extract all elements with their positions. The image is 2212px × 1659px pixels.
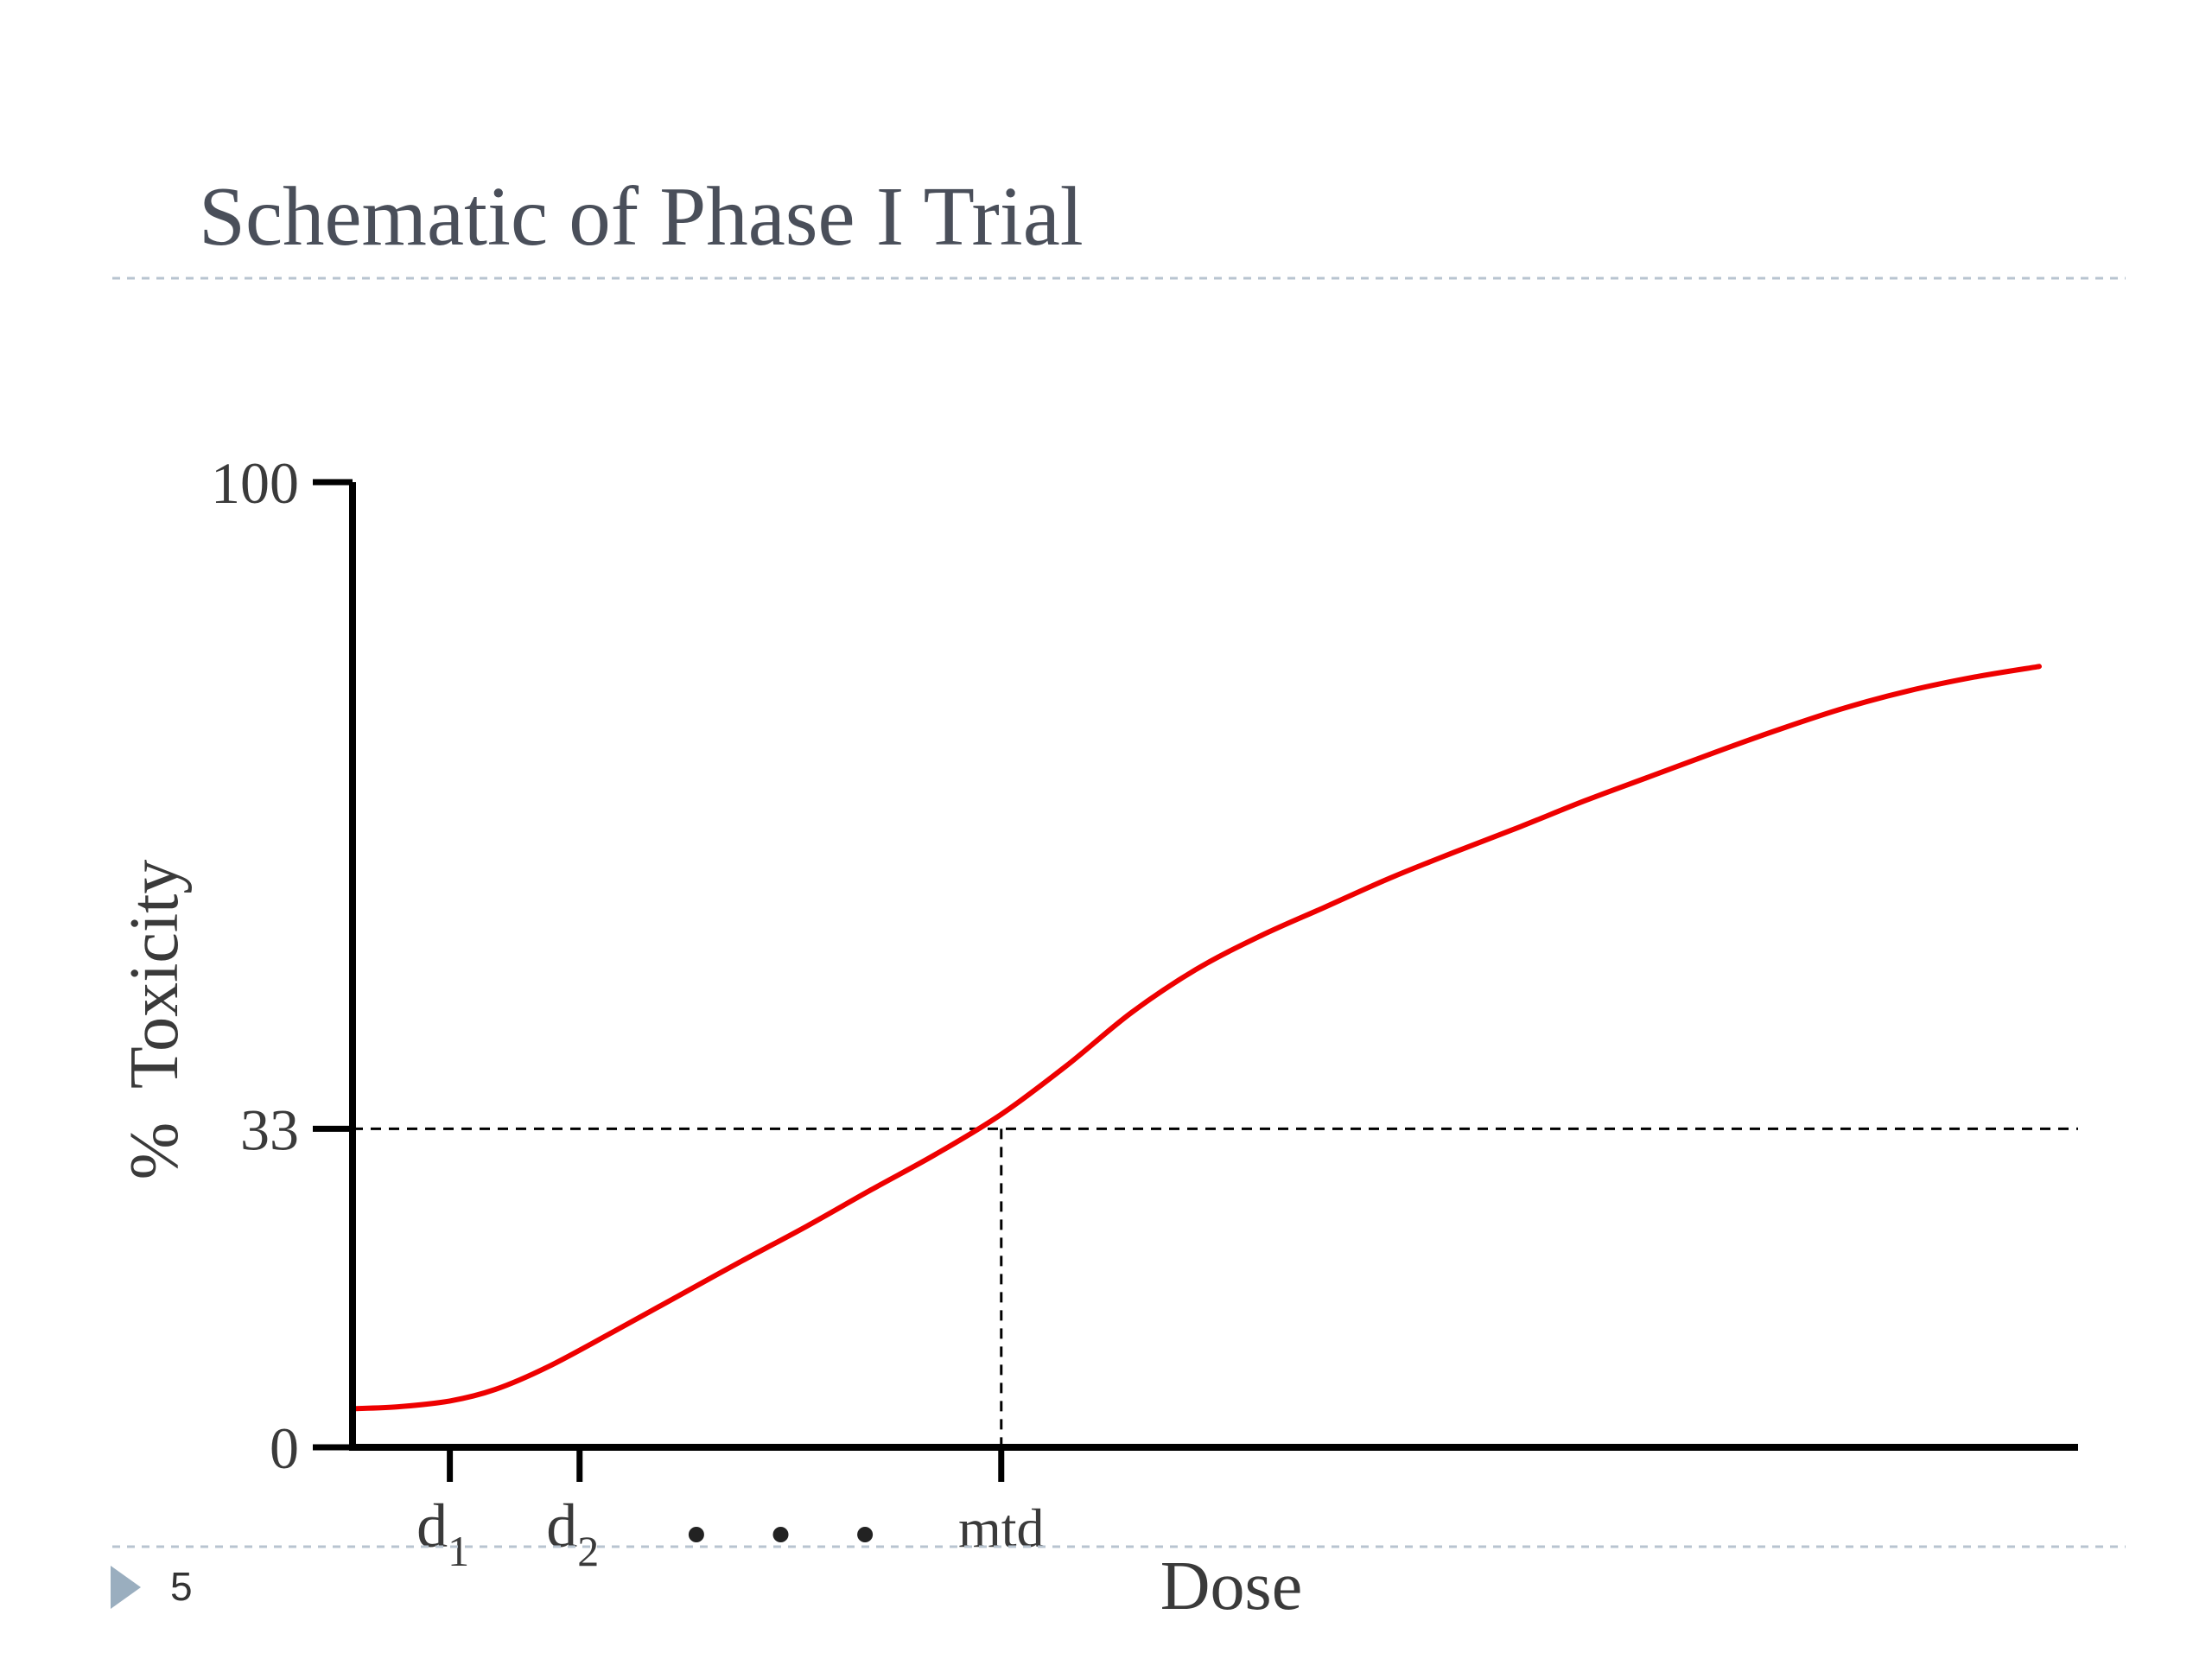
y-tick-label-0: 0 (270, 1415, 299, 1481)
x-tick-label-d1-sub: 1 (448, 1527, 469, 1575)
x-axis-label: Dose (1160, 1548, 1302, 1624)
x-tick-label-d1-main: d (416, 1491, 448, 1560)
x-tick-label-mtd-main: mtd (958, 1497, 1045, 1559)
y-tick-label-100: 100 (211, 450, 299, 516)
x-tick-label-d2-main: d (546, 1491, 577, 1560)
page-title: Schematic of Phase I Trial (199, 170, 1084, 263)
y-tick-label-33: 33 (240, 1096, 299, 1162)
page-number: 5 (170, 1564, 193, 1609)
ellipsis-dot-2 (772, 1527, 789, 1542)
ellipsis-dot-1 (688, 1527, 704, 1542)
y-axis-label: % Toxicity (117, 860, 193, 1180)
x-tick-label-d2-sub: 2 (577, 1527, 599, 1575)
x-tick-label-d1: d1 (416, 1491, 469, 1575)
x-tick-label-mtd: mtd (958, 1497, 1045, 1559)
toxicity-curve-1 (350, 664, 2042, 1412)
footer-bullet-icon (111, 1566, 141, 1609)
ellipsis-dot-3 (857, 1527, 874, 1542)
x-tick-label-d2: d2 (546, 1491, 599, 1575)
